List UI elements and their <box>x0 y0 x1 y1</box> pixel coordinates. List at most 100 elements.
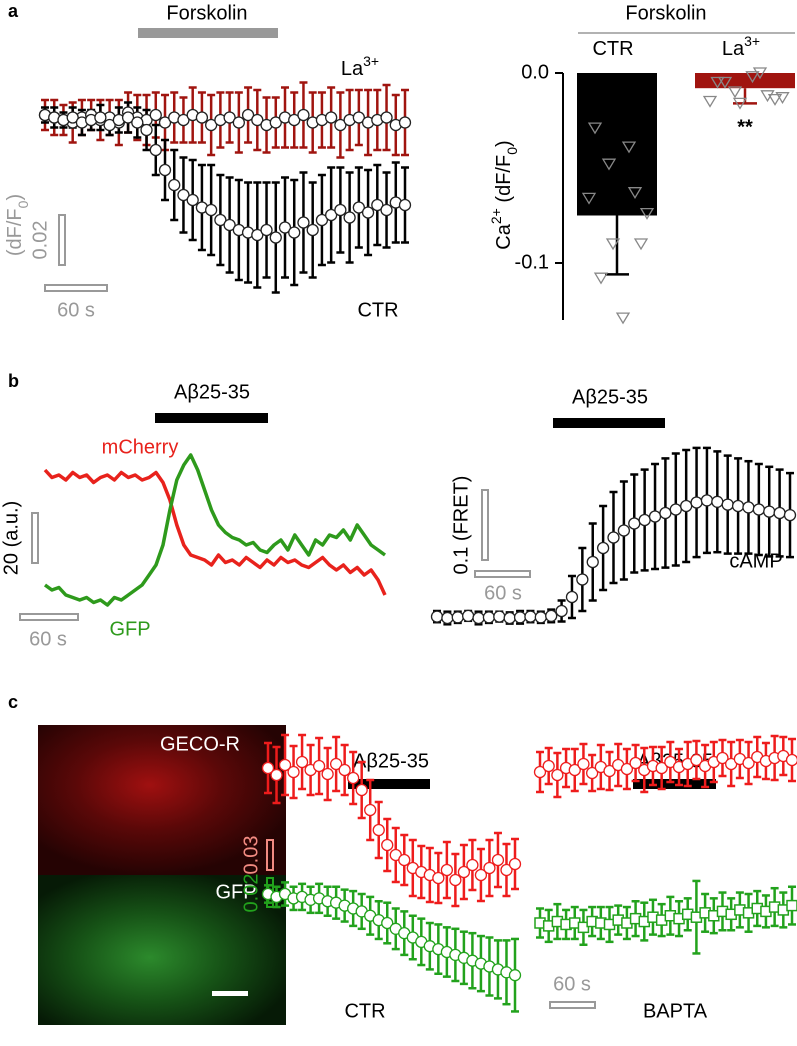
series-label: cAMP <box>729 550 782 572</box>
stimulus-bar <box>138 28 278 38</box>
series-label: mCherry <box>102 436 179 458</box>
marker <box>786 899 797 912</box>
marker <box>251 113 264 127</box>
marker <box>288 113 301 127</box>
data-point <box>621 141 637 154</box>
marker <box>325 208 338 222</box>
scale-label: 60 s <box>484 582 522 604</box>
condition-label: CTR <box>344 1000 385 1022</box>
marker <box>269 231 282 244</box>
text-part: ) <box>493 140 515 147</box>
marker <box>603 764 616 778</box>
marker <box>278 758 292 772</box>
data-point <box>752 67 768 80</box>
marker <box>177 188 190 202</box>
error-bar <box>605 215 629 276</box>
marker <box>586 555 599 569</box>
marker <box>783 508 797 522</box>
marker <box>334 203 347 217</box>
scale-unit: (dF/F0) <box>4 194 30 256</box>
marker <box>441 611 454 625</box>
marker <box>140 123 153 137</box>
marker <box>430 610 444 623</box>
marker <box>398 853 411 867</box>
marker <box>261 761 275 775</box>
scale-label: 0.1 (FRET) <box>450 476 472 575</box>
marker <box>451 611 464 624</box>
marker <box>372 823 385 837</box>
marker <box>347 771 360 785</box>
marker <box>223 111 236 124</box>
scale-bar <box>549 1001 596 1009</box>
marker <box>449 873 462 887</box>
stimulus-bar <box>553 418 665 428</box>
panel-label: c <box>8 692 18 712</box>
marker <box>742 501 755 514</box>
marker <box>371 198 384 212</box>
text-part: ) <box>4 194 26 201</box>
scale-label: 0.02 <box>240 874 262 913</box>
text-part: 3+ <box>744 33 760 49</box>
panel-label: b <box>8 371 19 391</box>
scale-bar <box>31 512 39 564</box>
marker <box>524 610 537 623</box>
data-point <box>633 238 649 251</box>
stimulus-label: Aβ25-35 <box>572 386 648 408</box>
marker <box>278 221 292 234</box>
marker <box>483 861 496 875</box>
marker <box>482 611 496 624</box>
data-point <box>581 192 597 205</box>
text-part: 2+ <box>488 208 504 224</box>
marker <box>508 857 522 871</box>
marker <box>491 853 505 867</box>
marker <box>659 506 672 520</box>
scale-label: 0.03 <box>240 836 262 875</box>
marker <box>312 759 326 773</box>
marker <box>669 503 682 516</box>
marker <box>361 206 375 219</box>
category-label: La3+ <box>722 33 760 61</box>
y-tick-label: 0.0 <box>521 61 549 83</box>
data-point <box>639 207 655 220</box>
scale-bar <box>474 570 531 578</box>
marker <box>617 524 631 537</box>
text-part: Ca <box>493 223 515 249</box>
series-label: GFP <box>109 618 150 640</box>
marker <box>533 765 547 779</box>
marker <box>214 213 227 227</box>
marker <box>121 111 135 124</box>
marker <box>534 611 547 624</box>
marker <box>295 755 309 769</box>
marker <box>721 498 734 511</box>
marker <box>205 203 218 217</box>
marker <box>785 753 797 767</box>
marker <box>398 116 412 129</box>
marker <box>149 143 162 157</box>
data-point <box>732 97 748 110</box>
data-point <box>767 93 783 106</box>
marker <box>223 218 236 232</box>
marker <box>306 223 319 237</box>
marker <box>577 921 590 934</box>
marker <box>381 916 394 930</box>
marker <box>472 611 485 625</box>
marker <box>607 531 620 544</box>
marker <box>690 753 703 767</box>
marker <box>287 765 300 779</box>
marker <box>565 590 579 604</box>
marker <box>352 201 365 214</box>
scale-bar <box>266 839 274 871</box>
data-point <box>745 71 760 84</box>
marker <box>338 763 351 777</box>
marker <box>461 609 475 623</box>
scale-label: 60 s <box>29 628 67 650</box>
marker <box>398 198 412 212</box>
stimulus-label: Forskolin <box>166 2 247 24</box>
marker <box>508 969 522 982</box>
marker <box>205 118 218 132</box>
marker <box>466 858 479 872</box>
marker <box>260 223 273 237</box>
text-part: CTR <box>592 38 633 60</box>
marker <box>186 193 199 207</box>
